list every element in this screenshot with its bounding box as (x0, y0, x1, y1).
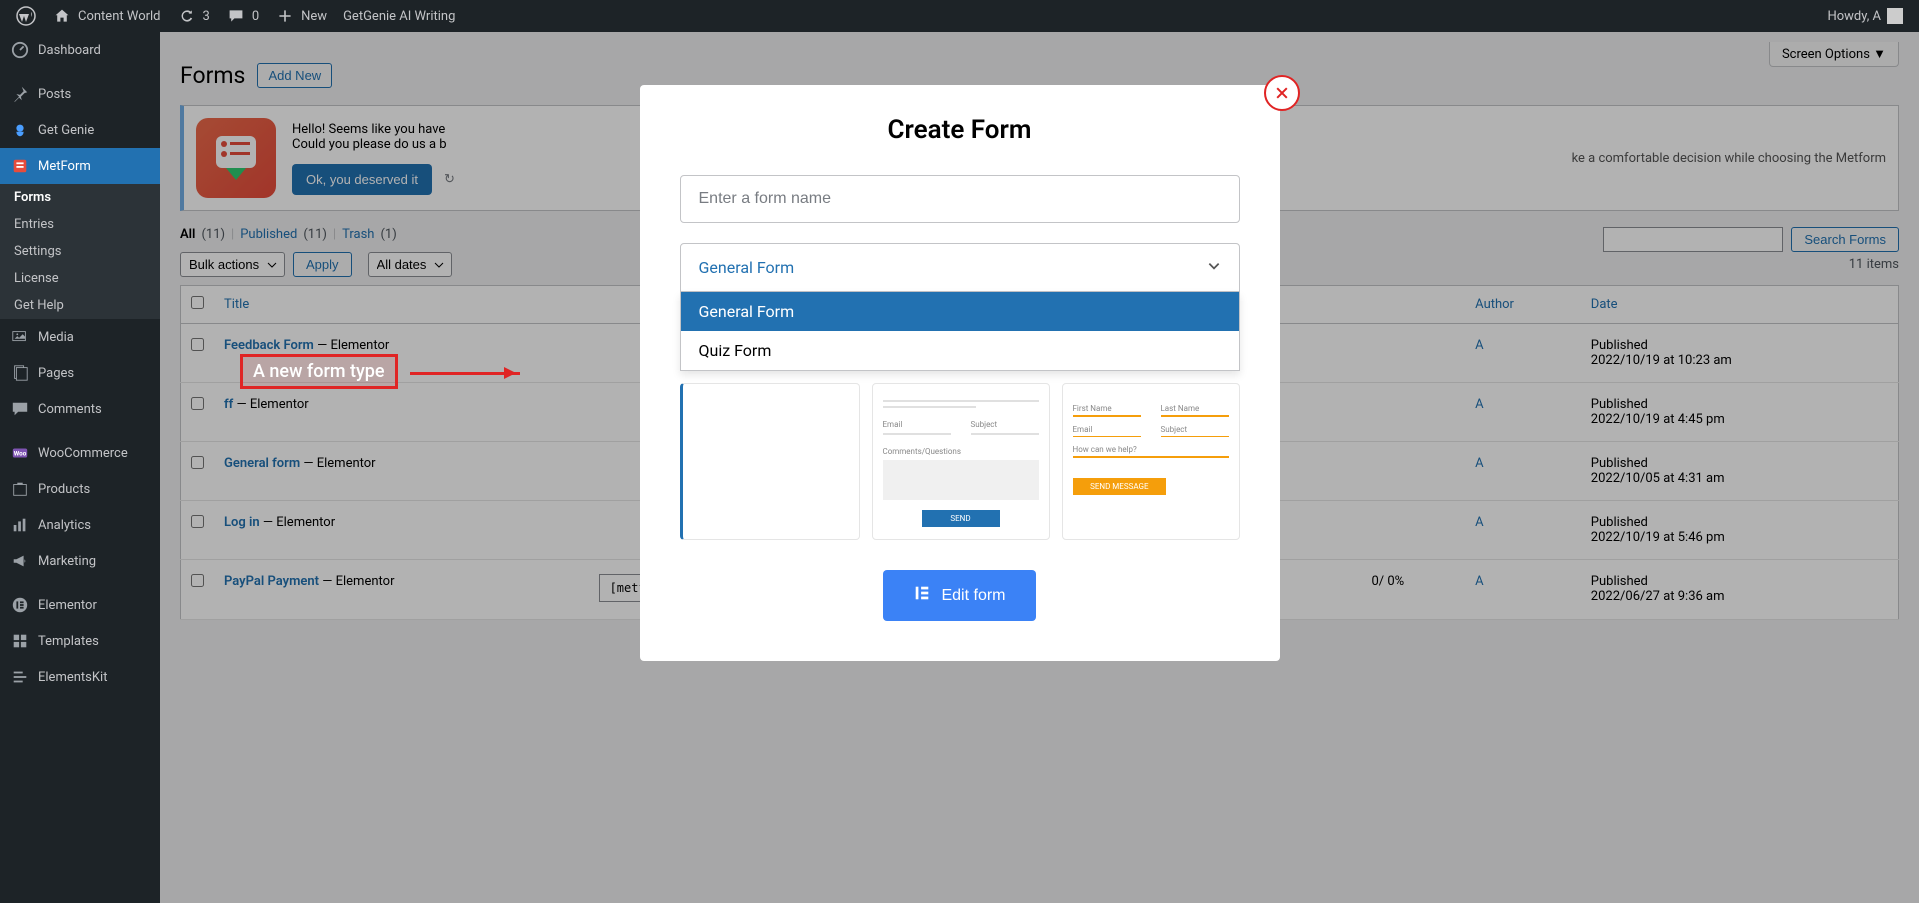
sidebar-templates[interactable]: Templates (0, 623, 160, 659)
products-icon (10, 479, 30, 499)
sidebar-comments-label: Comments (38, 402, 102, 417)
comments-icon (10, 399, 30, 419)
option-general-form[interactable]: General Form (681, 292, 1239, 331)
updates[interactable]: 3 (169, 0, 218, 32)
template-card-1[interactable] (680, 383, 860, 540)
site-name[interactable]: Content World (44, 0, 169, 32)
sidebar-marketing[interactable]: Marketing (0, 543, 160, 579)
sidebar-pages-label: Pages (38, 366, 74, 381)
sidebar-elementskit[interactable]: ElementsKit (0, 659, 160, 695)
comments-count: 0 (252, 9, 259, 24)
sidebar-analytics-label: Analytics (38, 518, 91, 533)
annotation-label: A new form type (240, 354, 398, 389)
sidebar-media[interactable]: Media (0, 319, 160, 355)
annotation-arrow (410, 372, 520, 375)
sidebar-woo-label: WooCommerce (38, 446, 128, 461)
getgenie-bar[interactable]: GetGenie AI Writing (335, 0, 463, 32)
template-card-3[interactable]: First Name Last Name Email Subject How c… (1062, 383, 1240, 540)
sidebar-sub-forms[interactable]: Forms (0, 184, 160, 211)
sidebar-woocommerce[interactable]: Woo WooCommerce (0, 435, 160, 471)
sidebar-comments[interactable]: Comments (0, 391, 160, 427)
wp-logo[interactable] (8, 0, 44, 32)
form-type-dropdown: General Form Quiz Form (680, 292, 1240, 371)
sidebar-products[interactable]: Products (0, 471, 160, 507)
sidebar-posts-label: Posts (38, 87, 71, 102)
sidebar-metform[interactable]: MetForm (0, 148, 160, 184)
home-icon (52, 6, 72, 26)
elementor-edit-icon (913, 584, 931, 607)
templates-row: Email Subject Comments/Questions SEND Fi… (680, 383, 1240, 540)
new-content[interactable]: New (267, 0, 335, 32)
plus-icon (275, 6, 295, 26)
comments-bar[interactable]: 0 (218, 0, 267, 32)
admin-bar: Content World 3 0 New GetGenie AI Writin… (0, 0, 1919, 32)
admin-bar-right: Howdy, A (1819, 0, 1911, 32)
sidebar-metform-label: MetForm (38, 159, 91, 174)
sidebar-elementskit-label: ElementsKit (38, 670, 107, 685)
sidebar-sub-entries[interactable]: Entries (0, 211, 160, 238)
form-name-input[interactable] (680, 175, 1240, 223)
modal-title: Create Form (680, 115, 1240, 145)
sidebar-sub-gethelp[interactable]: Get Help (0, 292, 160, 319)
svg-text:Woo: Woo (14, 450, 27, 458)
edit-form-label: Edit form (941, 587, 1005, 605)
marketing-icon (10, 551, 30, 571)
select-value: General Form (699, 258, 795, 277)
howdy-text: Howdy, A (1827, 9, 1881, 24)
sidebar-sub-settings[interactable]: Settings (0, 238, 160, 265)
sidebar-marketing-label: Marketing (38, 554, 96, 569)
sidebar-elementor-label: Elementor (38, 598, 97, 613)
elementor-icon (10, 595, 30, 615)
sidebar-products-label: Products (38, 482, 90, 497)
sidebar-pages[interactable]: Pages (0, 355, 160, 391)
form-type-select[interactable]: General Form (680, 243, 1240, 292)
sidebar-getgenie-label: Get Genie (38, 123, 94, 138)
update-icon (177, 6, 197, 26)
metform-icon (10, 156, 30, 176)
dashboard-icon (10, 40, 30, 60)
admin-bar-left: Content World 3 0 New GetGenie AI Writin… (8, 0, 463, 32)
getgenie-text: GetGenie AI Writing (343, 9, 455, 24)
templates-icon (10, 631, 30, 651)
genie-icon (10, 120, 30, 140)
sidebar-elementor[interactable]: Elementor (0, 587, 160, 623)
create-form-modal: Create Form General Form General Form Qu… (640, 85, 1280, 661)
sidebar-media-label: Media (38, 330, 74, 345)
pages-icon (10, 363, 30, 383)
sidebar-dashboard-label: Dashboard (38, 43, 101, 58)
sidebar-dashboard[interactable]: Dashboard (0, 32, 160, 68)
sidebar-posts[interactable]: Posts (0, 76, 160, 112)
close-button[interactable] (1264, 75, 1300, 111)
howdy[interactable]: Howdy, A (1819, 0, 1911, 32)
elementskit-icon (10, 667, 30, 687)
sidebar-templates-label: Templates (38, 634, 99, 649)
template-card-2[interactable]: Email Subject Comments/Questions SEND (872, 383, 1050, 540)
option-quiz-form[interactable]: Quiz Form (681, 331, 1239, 370)
comment-icon (226, 6, 246, 26)
new-text: New (301, 9, 327, 24)
sidebar-metform-submenu: Forms Entries Settings License Get Help (0, 184, 160, 319)
sidebar-analytics[interactable]: Analytics (0, 507, 160, 543)
updates-count: 3 (203, 9, 210, 24)
admin-sidebar: Dashboard Posts Get Genie MetForm Forms … (0, 32, 160, 903)
edit-form-button[interactable]: Edit form (883, 570, 1035, 621)
site-name-text: Content World (78, 9, 161, 24)
sidebar-getgenie[interactable]: Get Genie (0, 112, 160, 148)
sidebar-sub-license[interactable]: License (0, 265, 160, 292)
woo-icon: Woo (10, 443, 30, 463)
analytics-icon (10, 515, 30, 535)
media-icon (10, 327, 30, 347)
wordpress-icon (16, 6, 36, 26)
chevron-down-icon (1207, 258, 1221, 277)
avatar (1887, 8, 1903, 24)
pin-icon (10, 84, 30, 104)
